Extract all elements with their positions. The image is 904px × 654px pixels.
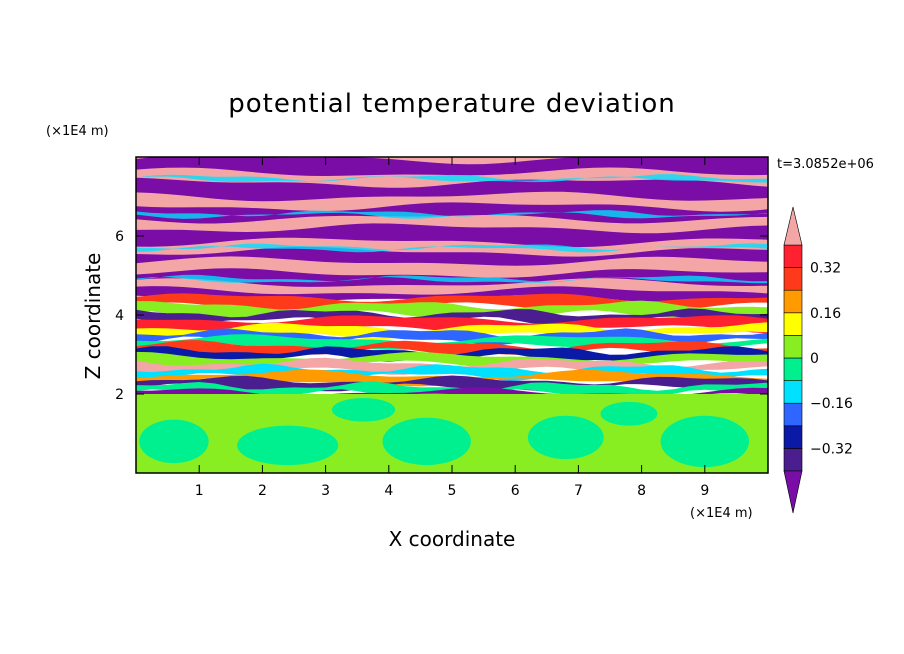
mixed-band	[136, 315, 768, 334]
colorbar-label: −0.32	[810, 441, 853, 457]
cyan-streak	[136, 274, 768, 284]
mixed-band	[136, 351, 768, 369]
mixed-band	[136, 346, 768, 363]
z-axis-unit: (×1E4 m)	[46, 124, 109, 139]
mixed-band	[136, 363, 768, 381]
colorbar-label: 0.32	[810, 261, 841, 277]
colorbar: 0.32 0.16 0 −0.16 −0.32	[783, 206, 853, 514]
colorbar-segment	[783, 267, 803, 291]
purple-band	[136, 202, 768, 224]
convective-cell	[382, 417, 471, 466]
colorbar-segment	[783, 335, 803, 359]
x-tick-label: 8	[637, 483, 646, 499]
colorbar-segment	[783, 244, 803, 268]
z-tick-label: 4	[115, 308, 124, 324]
x-tick-label: 9	[700, 483, 709, 499]
x-axis-label: X coordinate	[389, 527, 516, 551]
middle-mixed-region	[136, 293, 768, 402]
colorbar-label: −0.16	[810, 396, 853, 412]
upper-banded-region	[136, 157, 768, 305]
colorbar-segment	[783, 289, 803, 314]
colorbar-label: 0	[810, 351, 819, 367]
x-tick-label: 5	[448, 483, 457, 499]
colorbar-label: 0.16	[810, 306, 841, 322]
contour-field	[136, 157, 768, 473]
x-tick-label: 3	[321, 483, 330, 499]
colorbar-extend-top	[783, 206, 803, 246]
x-tick-label: 7	[574, 483, 583, 499]
lower-convective-region	[136, 394, 768, 473]
colorbar-segment	[783, 312, 803, 336]
z-tick-label: 6	[115, 229, 124, 245]
colorbar-segment	[783, 402, 803, 427]
x-axis-unit: (×1E4 m)	[690, 506, 753, 521]
purple-band	[136, 223, 768, 248]
colorbar-extend-bottom	[783, 470, 803, 514]
x-tick-label: 1	[195, 483, 204, 499]
convective-cell	[331, 397, 396, 422]
x-tick-label: 6	[511, 483, 520, 499]
colorbar-segment	[783, 357, 803, 381]
x-axis: 1 2 3 4 5 6 7 8 9	[195, 157, 709, 499]
cyan-streak	[136, 243, 768, 253]
chart-title: potential temperature deviation	[228, 89, 675, 119]
cyan-streak	[136, 210, 768, 219]
colorbar-segment	[783, 448, 803, 472]
cyan-streak	[136, 174, 768, 183]
z-axis: 2 4 6	[115, 229, 768, 403]
convective-cell	[660, 415, 750, 468]
convective-cell	[600, 401, 658, 426]
convective-cell	[139, 419, 209, 464]
z-axis-label: Z coordinate	[81, 253, 105, 380]
convective-cell	[527, 415, 604, 460]
x-tick-label: 2	[258, 483, 267, 499]
purple-band	[136, 246, 768, 266]
time-label: t=3.0852e+06	[777, 157, 874, 172]
colorbar-segment	[783, 425, 803, 449]
purple-band	[136, 157, 768, 176]
x-tick-label: 4	[384, 483, 393, 499]
convective-cell	[237, 425, 339, 466]
z-tick-label: 2	[115, 387, 124, 403]
purple-band	[136, 177, 768, 202]
colorbar-segment	[783, 380, 803, 404]
